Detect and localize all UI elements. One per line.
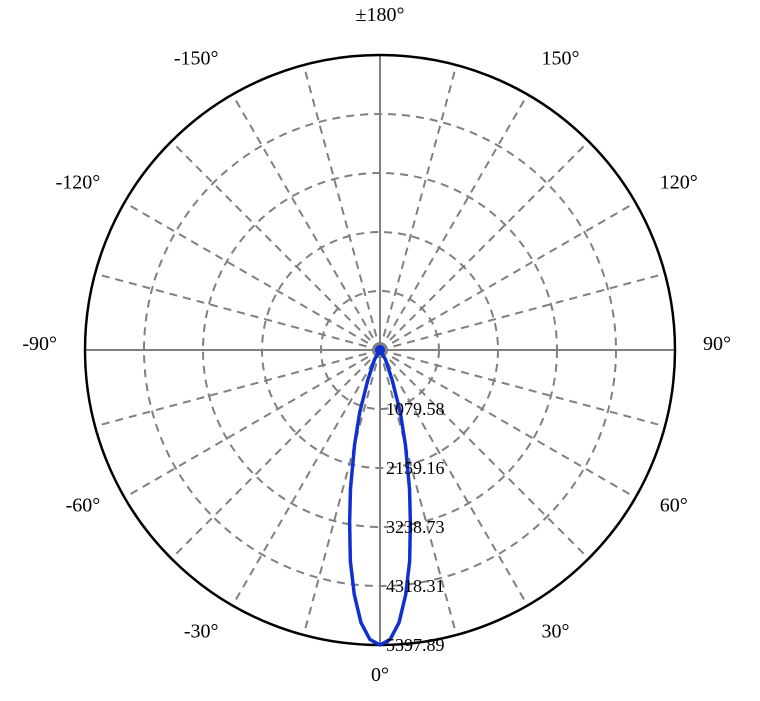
radial-label: 5397.89 <box>386 635 445 655</box>
radial-label: 2159.16 <box>386 458 445 478</box>
grid-spoke <box>380 95 528 350</box>
grid-spoke <box>380 203 635 351</box>
angle-label: 0° <box>371 664 389 686</box>
radial-label: 3238.73 <box>386 517 445 537</box>
angle-label: 60° <box>660 495 688 517</box>
radial-label: 1079.58 <box>386 399 445 419</box>
angle-label: ±180° <box>356 4 405 26</box>
angle-label: -150° <box>174 47 219 69</box>
angle-label: -90° <box>22 333 57 355</box>
angle-label: 120° <box>660 172 698 194</box>
radial-label: 4318.31 <box>386 576 445 596</box>
grid-spoke <box>380 141 589 350</box>
grid-spoke <box>380 274 665 350</box>
angle-label: -30° <box>184 621 219 643</box>
grid-spoke <box>233 95 381 350</box>
angle-label: -60° <box>66 495 101 517</box>
polar-chart: 0° 30° 60° 90° 120° 150° ±180° -150° -120° -90° -6… <box>0 0 760 701</box>
grid-spoke <box>125 203 380 351</box>
center-dot <box>375 345 385 355</box>
grid-spoke <box>304 65 380 350</box>
angle-label: 90° <box>703 333 731 355</box>
angle-label: 30° <box>542 621 570 643</box>
grid-spoke <box>95 274 380 350</box>
grid-spoke <box>171 141 380 350</box>
grid-spoke <box>125 350 380 498</box>
grid-spoke <box>304 350 380 635</box>
angle-label: 150° <box>542 47 580 69</box>
grid-spoke <box>95 350 380 426</box>
grid-spoke <box>380 65 456 350</box>
angle-label: -120° <box>56 172 101 194</box>
grid-spoke <box>233 350 381 605</box>
